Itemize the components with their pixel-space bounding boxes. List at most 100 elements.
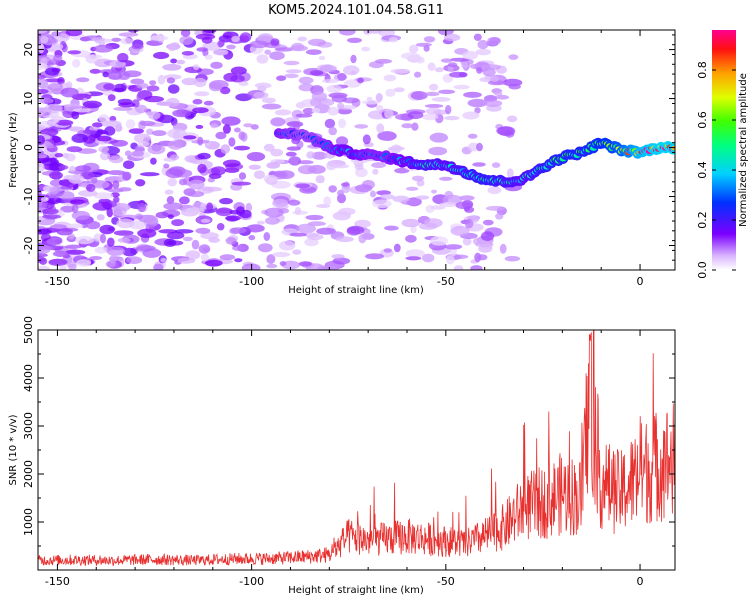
noise-blob	[68, 126, 84, 132]
noise-blob	[309, 98, 322, 107]
noise-blob	[472, 162, 486, 167]
noise-blob	[44, 78, 64, 83]
noise-blob	[82, 129, 97, 135]
noise-blob	[361, 46, 370, 52]
noise-blob	[149, 35, 169, 41]
noise-blob	[270, 38, 280, 46]
noise-blob	[427, 62, 436, 71]
noise-blob	[49, 171, 63, 180]
noise-blob	[444, 244, 463, 250]
noise-blob	[462, 111, 480, 120]
noise-blob	[347, 37, 362, 43]
noise-blob	[40, 35, 49, 44]
noise-blob	[449, 71, 467, 78]
noise-blob	[453, 84, 470, 90]
noise-blob	[204, 54, 213, 60]
noise-blob	[405, 249, 425, 258]
noise-blob	[375, 58, 392, 64]
noise-blob	[361, 100, 381, 105]
noise-blob	[257, 33, 274, 43]
noise-blob	[38, 154, 47, 159]
noise-blob	[166, 231, 185, 240]
colorbar-label: Normalized spectral amplitude	[738, 73, 749, 227]
noise-blob	[153, 51, 170, 60]
noise-blob	[326, 84, 343, 93]
noise-blob	[327, 106, 339, 116]
noise-blob	[66, 146, 83, 153]
noise-blob	[219, 197, 233, 205]
noise-blob	[191, 239, 200, 250]
noise-blob	[69, 165, 76, 173]
noise-blob	[495, 95, 510, 100]
noise-blob	[379, 194, 395, 200]
colorbar-ticks: 0.0 0.2 0.4 0.6 0.8	[696, 61, 736, 279]
noise-blob	[355, 167, 368, 178]
noise-blob	[338, 118, 346, 129]
noise-blob	[181, 51, 194, 56]
noise-blob	[113, 106, 133, 111]
noise-blob	[285, 151, 297, 157]
noise-blob	[140, 172, 160, 177]
noise-blob	[302, 107, 315, 115]
noise-blob	[468, 142, 479, 152]
noise-blob	[113, 196, 120, 203]
noise-blob	[146, 85, 160, 92]
noise-blob	[112, 203, 131, 212]
noise-blob	[261, 97, 276, 104]
noise-blob	[46, 191, 63, 199]
snr-ticks: -150 -100 -50 0 1000 2000 3000 4000 5000	[22, 316, 675, 588]
noise-blob	[106, 207, 114, 218]
noise-blob	[446, 255, 455, 265]
spectrogram-ytick-label: 0	[22, 144, 35, 151]
noise-blob	[41, 157, 59, 166]
noise-blob	[111, 139, 128, 147]
noise-blob	[270, 117, 286, 127]
noise-blob	[122, 171, 132, 181]
noise-blob	[230, 227, 247, 234]
noise-blob	[195, 33, 216, 40]
noise-blob	[139, 120, 156, 127]
noise-blob	[394, 167, 410, 174]
noise-blob	[341, 182, 350, 187]
noise-blob	[311, 151, 328, 160]
noise-blob	[163, 238, 177, 247]
noise-blob	[480, 231, 495, 242]
noise-blob	[118, 32, 139, 37]
noise-blob	[54, 153, 64, 158]
noise-blob	[193, 77, 207, 88]
noise-blob	[208, 82, 223, 92]
noise-blob	[89, 68, 101, 74]
noise-blob	[146, 128, 154, 135]
noise-blob	[266, 162, 281, 169]
spectrogram-ytick-label: 20	[22, 43, 35, 57]
noise-blob	[170, 154, 180, 161]
noise-blob	[150, 157, 157, 165]
spectrogram-xtick-label: 0	[637, 275, 644, 288]
noise-blob	[298, 83, 314, 92]
noise-blob	[414, 71, 422, 78]
noise-blob	[499, 243, 507, 254]
noise-blob	[65, 249, 86, 255]
noise-blob	[431, 205, 446, 210]
noise-blob	[407, 111, 424, 120]
noise-blob	[200, 253, 209, 262]
spectrogram-ytick-label: 10	[22, 92, 35, 106]
noise-blob	[170, 58, 178, 64]
spectrogram-xtick-label: -100	[239, 275, 264, 288]
noise-blob	[38, 88, 49, 94]
noise-blob	[38, 135, 45, 145]
noise-blob	[225, 215, 241, 222]
noise-blob	[176, 59, 186, 65]
noise-blob	[246, 224, 265, 233]
noise-blob	[405, 256, 422, 261]
noise-blob	[128, 128, 144, 134]
noise-blob	[99, 224, 115, 235]
noise-blob	[462, 237, 472, 246]
noise-blob	[153, 263, 164, 270]
noise-blob	[91, 37, 106, 42]
noise-blob	[93, 44, 113, 53]
noise-blob	[98, 146, 110, 153]
noise-blob	[494, 91, 503, 96]
noise-blob	[60, 191, 75, 201]
